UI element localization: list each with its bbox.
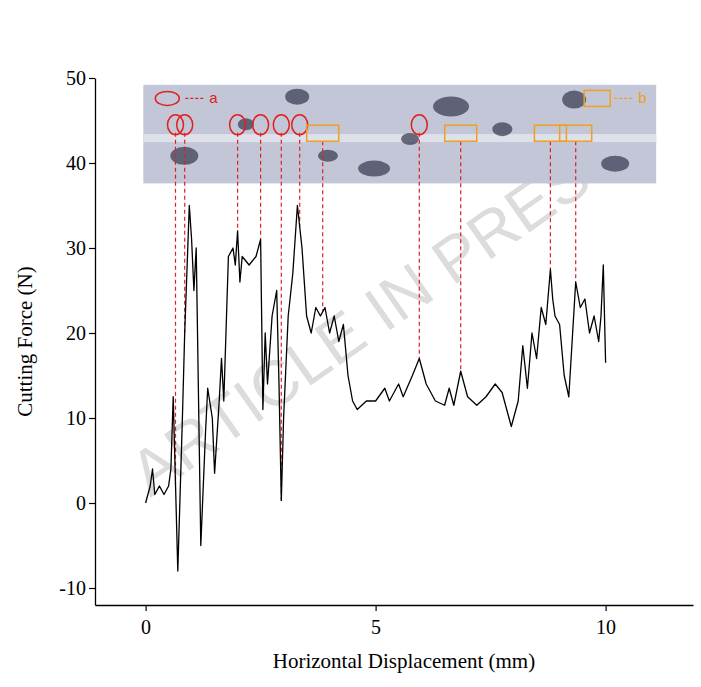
tick-label: 50 bbox=[66, 67, 86, 89]
tick: 0 bbox=[76, 492, 95, 514]
tick: 50 bbox=[66, 67, 95, 89]
plot-area bbox=[146, 206, 606, 572]
tick-mark bbox=[146, 605, 147, 611]
tick-mark bbox=[89, 248, 95, 249]
legend-symbol bbox=[155, 91, 179, 105]
region-marker bbox=[177, 115, 193, 135]
leader-line bbox=[322, 141, 323, 312]
legend-symbol bbox=[584, 90, 610, 106]
leader-line bbox=[184, 133, 185, 333]
leader-line bbox=[299, 133, 300, 227]
inset-grain bbox=[358, 161, 390, 177]
tick-label: -10 bbox=[59, 577, 86, 599]
y-axis-title: Cutting Force (N) bbox=[13, 266, 37, 416]
tick: 5 bbox=[371, 605, 381, 638]
region-marker bbox=[560, 125, 592, 141]
region-marker bbox=[168, 115, 184, 135]
inset-grain bbox=[285, 89, 309, 105]
region-marker bbox=[445, 125, 477, 141]
leader-line bbox=[260, 133, 261, 240]
leader-line bbox=[419, 133, 420, 359]
leader-line bbox=[175, 133, 176, 484]
legend-item: b bbox=[584, 89, 646, 106]
tick-label: 20 bbox=[66, 322, 86, 344]
legend-label: a bbox=[209, 89, 218, 106]
region-marker bbox=[230, 115, 246, 135]
x-axis-title: Horizontal Displacement (mm) bbox=[273, 649, 535, 673]
tick: -10 bbox=[59, 577, 95, 599]
x-axis: 0 5 10 bbox=[96, 605, 694, 638]
legend-item: a bbox=[155, 89, 218, 106]
annotations: ab bbox=[155, 89, 646, 500]
tick-mark bbox=[89, 78, 95, 79]
tick-label: 30 bbox=[66, 237, 86, 259]
legend-label: b bbox=[638, 89, 646, 106]
tick-mark bbox=[89, 588, 95, 589]
tick-label: 40 bbox=[66, 152, 86, 174]
legend-line bbox=[614, 98, 634, 99]
leader-line bbox=[237, 133, 238, 231]
axis-line bbox=[96, 605, 694, 606]
inset-grain bbox=[318, 150, 338, 162]
y-axis: -10 0 10 20 30 40 50 bbox=[59, 67, 95, 606]
tick: 20 bbox=[66, 322, 95, 344]
legend-line bbox=[185, 98, 205, 99]
tick: 10 bbox=[596, 605, 616, 638]
region-marker bbox=[534, 125, 566, 141]
region-marker bbox=[411, 115, 427, 135]
inset-image bbox=[143, 85, 656, 184]
tick-mark bbox=[89, 503, 95, 504]
tick-mark bbox=[89, 333, 95, 334]
tick: 10 bbox=[66, 407, 95, 429]
region-marker bbox=[253, 115, 269, 135]
tick-mark bbox=[89, 163, 95, 164]
axis-line bbox=[95, 79, 96, 606]
leader-line bbox=[460, 141, 461, 371]
tick: 30 bbox=[66, 237, 95, 259]
inset-grain bbox=[562, 91, 586, 109]
chart: ARTICLE IN PRESS0510-1001020304050Horizo… bbox=[0, 0, 701, 687]
inset-grain bbox=[492, 122, 512, 136]
leader-line bbox=[281, 133, 282, 501]
data-line bbox=[146, 206, 606, 572]
inset-background bbox=[143, 85, 656, 184]
tick-label: 0 bbox=[141, 616, 151, 638]
tick-mark bbox=[605, 605, 606, 611]
tick: 0 bbox=[141, 605, 151, 638]
inset-grain bbox=[601, 156, 629, 172]
tick-label: 10 bbox=[596, 616, 616, 638]
tick-label: 10 bbox=[66, 407, 86, 429]
region-marker bbox=[273, 115, 289, 135]
region-marker bbox=[307, 125, 339, 141]
tick-label: 0 bbox=[76, 492, 86, 514]
tick: 40 bbox=[66, 152, 95, 174]
leader-line bbox=[550, 141, 551, 269]
tick-mark bbox=[376, 605, 377, 611]
tick-label: 5 bbox=[371, 616, 381, 638]
inset-grain bbox=[433, 96, 469, 116]
region-marker bbox=[292, 115, 308, 135]
leader-line bbox=[575, 141, 576, 282]
tick-mark bbox=[89, 418, 95, 419]
